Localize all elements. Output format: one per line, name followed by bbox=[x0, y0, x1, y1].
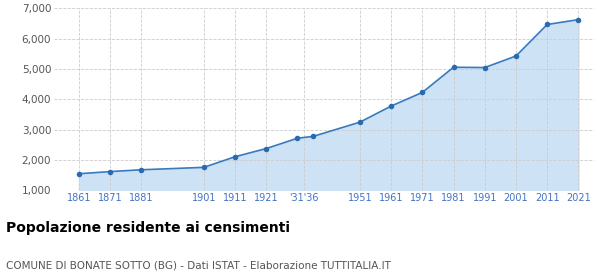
Point bbox=[137, 167, 146, 172]
Point bbox=[74, 171, 84, 176]
Text: COMUNE DI BONATE SOTTO (BG) - Dati ISTAT - Elaborazione TUTTITALIA.IT: COMUNE DI BONATE SOTTO (BG) - Dati ISTAT… bbox=[6, 261, 391, 271]
Point bbox=[308, 134, 318, 139]
Point bbox=[199, 165, 209, 170]
Point bbox=[449, 65, 458, 69]
Point bbox=[293, 136, 302, 141]
Point bbox=[355, 120, 365, 124]
Point bbox=[418, 90, 427, 95]
Point bbox=[262, 146, 271, 151]
Point bbox=[574, 17, 583, 22]
Point bbox=[230, 155, 240, 159]
Point bbox=[106, 169, 115, 174]
Point bbox=[511, 54, 521, 58]
Point bbox=[386, 104, 396, 108]
Point bbox=[480, 65, 490, 70]
Point bbox=[542, 22, 552, 27]
Text: Popolazione residente ai censimenti: Popolazione residente ai censimenti bbox=[6, 221, 290, 235]
